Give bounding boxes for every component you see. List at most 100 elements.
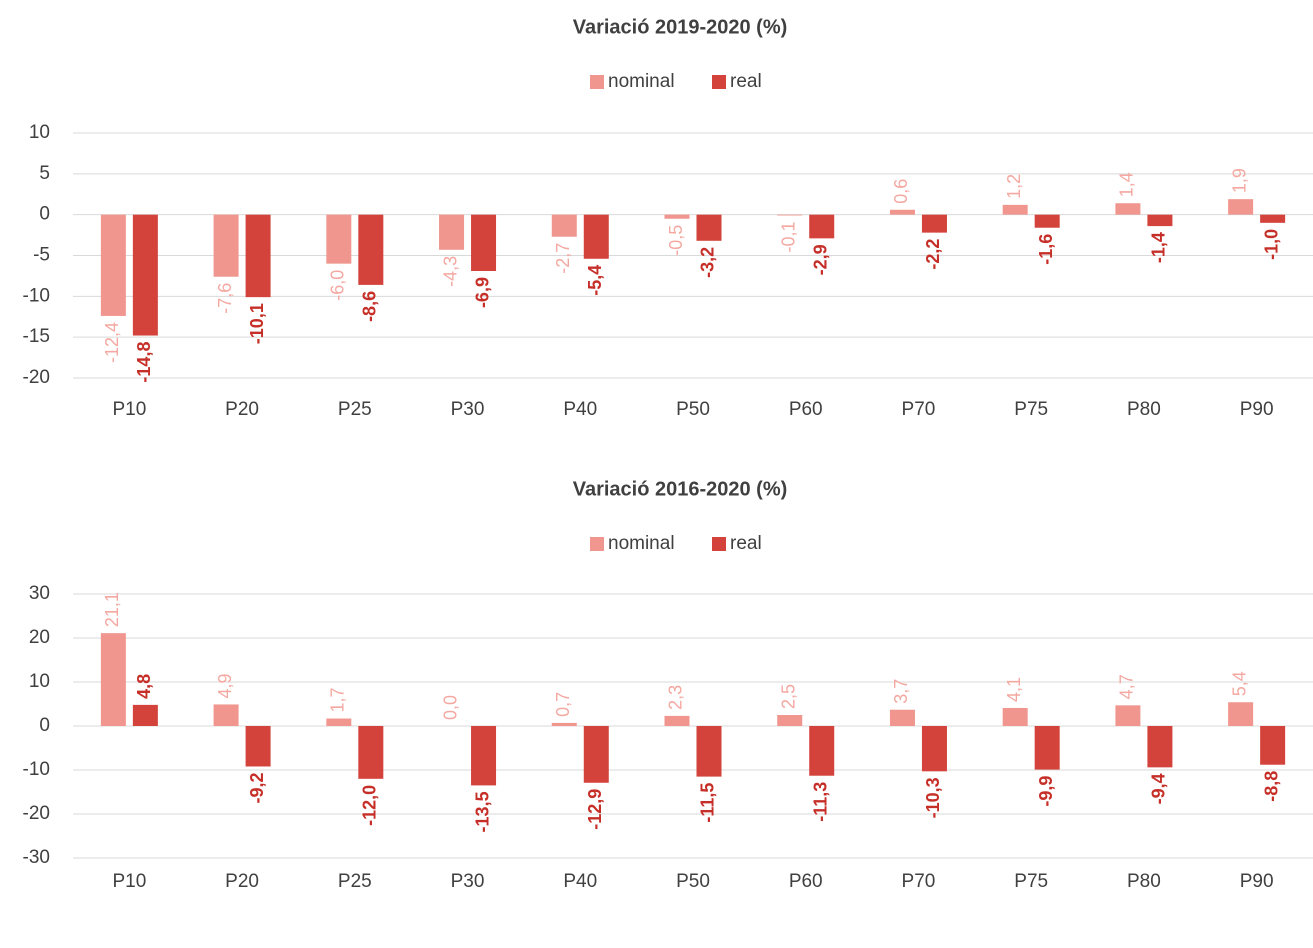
x-tick-label: P20	[225, 871, 259, 892]
value-label: -2,2	[923, 239, 943, 270]
value-label: 0,7	[553, 692, 573, 717]
bar	[809, 726, 835, 776]
x-tick-label: P10	[112, 871, 146, 892]
value-label: 4,8	[134, 674, 154, 699]
bar	[921, 726, 947, 772]
value-label: -4,3	[440, 256, 460, 287]
y-tick-label: 30	[29, 583, 50, 604]
x-tick-label: P25	[338, 871, 372, 892]
bar	[245, 214, 271, 298]
y-tick-label: 0	[39, 204, 50, 225]
value-label: -6,0	[328, 270, 348, 301]
value-label: 1,4	[1117, 172, 1137, 197]
x-tick-label: P60	[789, 399, 823, 420]
bar	[1228, 199, 1254, 215]
value-label: 3,7	[891, 679, 911, 704]
value-label: 0,6	[891, 179, 911, 204]
bar	[551, 722, 577, 726]
value-label: -1,4	[1149, 232, 1169, 263]
x-tick-label: P30	[451, 871, 485, 892]
bar	[1002, 707, 1028, 726]
value-label: -8,6	[360, 291, 380, 322]
bar	[132, 214, 158, 336]
value-label: 0,0	[440, 695, 460, 720]
x-tick-label: P80	[1127, 399, 1161, 420]
y-tick-label: -10	[23, 285, 50, 306]
bar	[1002, 204, 1028, 215]
bar	[1034, 214, 1060, 228]
value-label: -10,1	[247, 303, 267, 344]
value-label: 4,1	[1004, 677, 1024, 702]
legend-label: nominal	[608, 71, 675, 92]
x-tick-label: P25	[338, 399, 372, 420]
value-label: 2,3	[666, 685, 686, 710]
x-tick-label: P90	[1240, 399, 1274, 420]
value-label: -8,8	[1261, 771, 1281, 802]
y-tick-label: 0	[39, 715, 50, 736]
bar	[358, 726, 384, 779]
y-tick-label: 20	[29, 627, 50, 648]
legend-swatch	[590, 537, 604, 551]
bar	[1115, 705, 1141, 726]
value-label: -12,9	[585, 789, 605, 830]
bar	[777, 214, 803, 216]
bar	[100, 214, 126, 316]
bar	[664, 715, 690, 726]
bar	[471, 214, 497, 272]
x-tick-label: P60	[789, 871, 823, 892]
bar	[1147, 214, 1173, 227]
legend-swatch	[712, 75, 726, 89]
y-tick-label: -30	[23, 847, 50, 868]
bar	[889, 209, 915, 215]
bar	[1260, 726, 1286, 765]
value-label: -9,9	[1036, 776, 1056, 807]
y-tick-label: -5	[33, 245, 50, 266]
bar	[696, 214, 722, 241]
value-label: 2,5	[778, 684, 798, 709]
x-tick-label: P20	[225, 399, 259, 420]
bar	[921, 214, 947, 233]
bar	[471, 726, 497, 786]
x-tick-label: P75	[1014, 871, 1048, 892]
bar	[439, 214, 465, 250]
bar	[583, 726, 609, 783]
x-tick-label: P40	[563, 399, 597, 420]
value-label: -5,4	[585, 265, 605, 296]
bar	[1115, 203, 1141, 215]
value-label: -2,9	[810, 244, 830, 275]
y-tick-label: -10	[23, 759, 50, 780]
value-label: -6,9	[472, 277, 492, 308]
value-label: -1,6	[1036, 234, 1056, 265]
x-tick-label: P50	[676, 399, 710, 420]
value-label: 1,7	[328, 687, 348, 712]
y-tick-label: -20	[23, 803, 50, 824]
x-tick-label: P10	[112, 399, 146, 420]
chart-title: Variació 2019-2020 (%)	[573, 16, 788, 38]
x-tick-label: P30	[451, 399, 485, 420]
x-tick-label: P40	[563, 871, 597, 892]
value-label: -14,8	[134, 342, 154, 383]
bar	[809, 214, 835, 239]
x-tick-label: P70	[902, 399, 936, 420]
bar	[664, 214, 690, 219]
value-label: -12,0	[360, 785, 380, 826]
legend-label: real	[730, 533, 762, 554]
value-label: 5,4	[1229, 671, 1249, 696]
value-label: 1,9	[1229, 168, 1249, 193]
x-tick-label: P50	[676, 871, 710, 892]
x-tick-label: P90	[1240, 871, 1274, 892]
bar	[696, 726, 722, 777]
value-label: -9,2	[247, 772, 267, 803]
legend-swatch	[712, 537, 726, 551]
bar	[326, 718, 352, 726]
bar	[358, 214, 384, 285]
x-tick-label: P80	[1127, 871, 1161, 892]
value-label: -0,5	[666, 225, 686, 256]
legend-swatch	[590, 75, 604, 89]
legend-label: nominal	[608, 533, 675, 554]
bar	[100, 633, 126, 726]
value-label: -1,0	[1261, 229, 1281, 260]
bar	[1260, 214, 1286, 223]
value-label: -10,3	[923, 777, 943, 818]
